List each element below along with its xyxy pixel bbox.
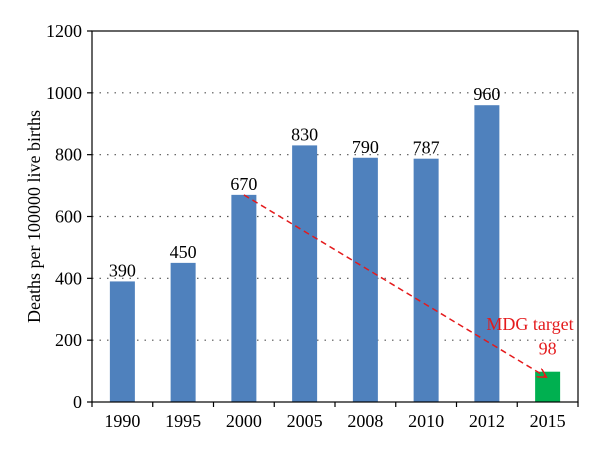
axes: [87, 30, 579, 407]
data-label-2010: 787: [413, 138, 440, 158]
data-label-1995: 450: [170, 242, 197, 262]
data-label-2012: 960: [473, 84, 500, 104]
y-tick-label: 0: [73, 392, 82, 412]
x-tick-label: 1990: [104, 411, 140, 431]
y-tick-label: 200: [55, 330, 82, 350]
bar-2015: [535, 371, 561, 402]
bar-2000: [231, 194, 257, 402]
x-tick-label: 2015: [530, 411, 566, 431]
bar-2005: [292, 145, 318, 402]
bar-2008: [352, 157, 378, 402]
x-tick-label: 2012: [469, 411, 505, 431]
y-axis-label: Deaths per 100000 live births: [24, 110, 44, 323]
annotation-text: MDG target: [486, 314, 573, 334]
y-tick-label: 1200: [46, 21, 82, 41]
target-arrow: [243, 194, 546, 377]
y-tick-label: 400: [55, 268, 82, 288]
y-tick-label: 600: [55, 207, 82, 227]
x-tick-label: 1995: [165, 411, 201, 431]
bar-1995: [170, 262, 196, 402]
data-label-2008: 790: [352, 137, 379, 157]
bar-2010: [413, 158, 439, 402]
grid-lines: [92, 92, 578, 341]
labels: 0 200 400 600 800 1000 1200 1990 1995 2000 2005 200…: [46, 21, 566, 431]
bar-1990: [109, 281, 135, 402]
data-label-2000: 670: [230, 174, 257, 194]
y-tick-label: 1000: [46, 83, 82, 103]
annotation: MDG target: [243, 194, 574, 377]
y-tick-label: 800: [55, 145, 82, 165]
data-label-2005: 830: [291, 124, 318, 144]
x-tick-label: 2008: [347, 411, 383, 431]
data-label-1990: 390: [109, 260, 136, 280]
x-tick-label: 2000: [226, 411, 262, 431]
data-label-2015: 98: [539, 339, 557, 359]
x-tick-label: 2005: [287, 411, 323, 431]
x-tick-label: 2010: [408, 411, 444, 431]
bar-2012: [474, 105, 500, 402]
